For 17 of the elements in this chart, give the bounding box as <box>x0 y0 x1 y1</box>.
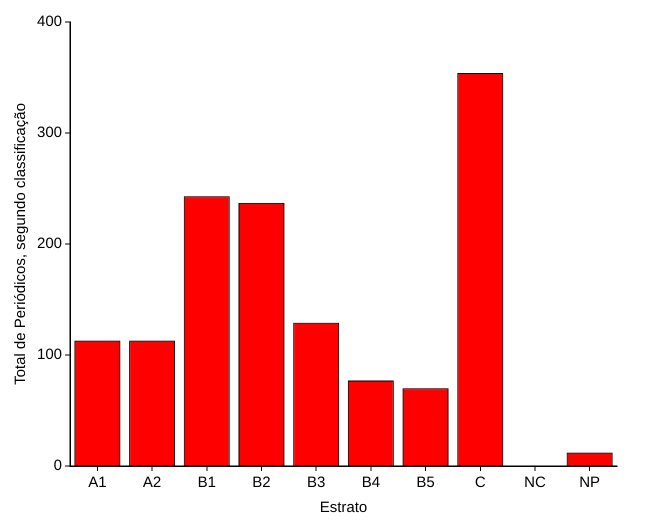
y-tick-label: 400 <box>36 13 62 30</box>
y-tick-label: 200 <box>36 235 62 252</box>
x-tick-label: A1 <box>88 474 107 492</box>
x-axis-title: Estrato <box>320 499 368 516</box>
x-tick-label: B2 <box>252 474 271 492</box>
x-tick-label: B1 <box>198 474 216 492</box>
x-tick-label: NP <box>579 474 600 492</box>
y-tick-label: 100 <box>36 346 62 364</box>
x-tick-label: A2 <box>142 474 162 492</box>
y-axis-title: Total de Periódicos, segundo classificação <box>12 103 30 385</box>
x-tick-label: B4 <box>362 474 380 492</box>
x-tick-label: NC <box>524 474 546 492</box>
x-tick-label: B3 <box>306 474 326 492</box>
y-tick-label: 0 <box>54 457 62 474</box>
x-tick-label: B5 <box>416 474 435 492</box>
y-tick-label: 300 <box>36 124 62 142</box>
x-tick-label: C <box>474 474 486 492</box>
